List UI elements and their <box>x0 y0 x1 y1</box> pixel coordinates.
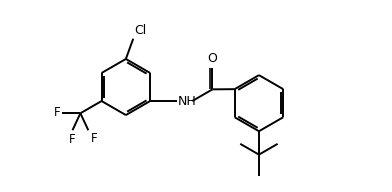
Text: Cl: Cl <box>135 24 147 37</box>
Text: F: F <box>91 132 98 145</box>
Text: F: F <box>69 133 76 146</box>
Text: O: O <box>207 52 218 65</box>
Text: NH: NH <box>178 94 197 108</box>
Text: F: F <box>54 106 60 119</box>
